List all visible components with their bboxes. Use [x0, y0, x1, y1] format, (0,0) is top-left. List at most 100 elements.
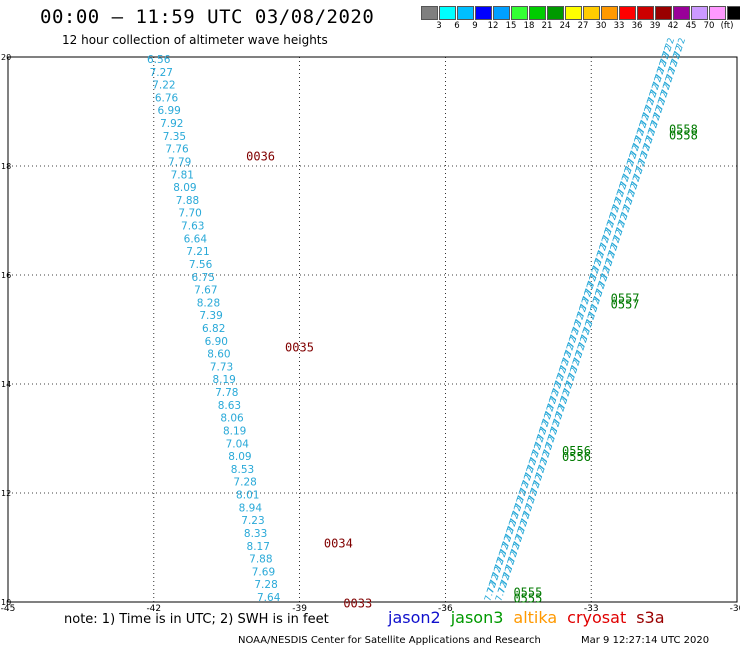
color-scale-label: 70 [703, 21, 715, 31]
swh-value-label: 8.19 [212, 374, 235, 386]
swh-value-label: 7.69 [252, 566, 275, 578]
swh-value-label: 8.28 [197, 297, 220, 309]
time-label: 0557 [611, 291, 640, 305]
satellite-cryosat: cryosat [567, 608, 627, 627]
color-swatch [655, 6, 672, 20]
swh-value-label: 8.63 [218, 400, 241, 412]
west-time-labels: 0036 0035 0034 0033 [246, 150, 372, 611]
color-scale-label: 6 [454, 21, 460, 31]
swh-value-label: 7.88 [176, 195, 199, 207]
swh-value-label: 6.75 [192, 272, 215, 284]
swh-value-label: 6.56 [147, 54, 171, 66]
swh-value-label: 8.09 [228, 451, 251, 463]
swh-value-label: 7.67 [194, 285, 217, 297]
swh-value-label: 7.23 [241, 515, 264, 527]
color-scale-label: 30 [595, 21, 607, 31]
color-swatch [673, 6, 690, 20]
color-scale-label: 18 [523, 21, 535, 31]
color-scale-label: (ft) [720, 21, 734, 31]
lat-tick-label: 14 [1, 380, 11, 389]
color-scale-label: 9 [472, 21, 478, 31]
time-label: 0555 [513, 592, 542, 606]
chart-subtitle: 12 hour collection of altimeter wave hei… [62, 33, 328, 47]
swh-value-label: 8.33 [244, 528, 267, 540]
satellite-s3a: s3a [636, 608, 665, 627]
time-label: 0558 [669, 122, 698, 136]
satellite-jason2: jason2 [388, 608, 441, 627]
swh-value-label: 7.22 [152, 80, 175, 92]
color-scale-label: 24 [559, 21, 571, 31]
color-scale-bar [421, 6, 740, 20]
color-scale-label: 3 [436, 21, 442, 31]
color-swatch [421, 6, 438, 20]
swh-value-label: 8.53 [231, 464, 254, 476]
swh-value-label: 7.28 [233, 477, 256, 489]
swh-value-label: 7.76 [165, 144, 189, 156]
swh-value-label: 6.76 [155, 92, 179, 104]
swh-value-label: 7.35 [163, 131, 186, 143]
color-swatch [547, 6, 564, 20]
swh-value-label: 7.70 [178, 208, 201, 220]
swh-value-label: 7.28 [254, 579, 277, 591]
swh-value-label: 6.90 [205, 336, 228, 348]
footer-note: note: 1) Time is in UTC; 2) SWH is in fe… [64, 612, 329, 627]
swh-value-label: 7.78 [215, 387, 238, 399]
time-label: 0556 [562, 450, 591, 464]
time-label: 0036 [246, 150, 275, 164]
lon-tick-label: -39 [292, 604, 307, 614]
color-scale-label: 42 [667, 21, 679, 31]
swh-value-label: 7.64 [257, 592, 281, 604]
lon-tick-label: -36 [438, 604, 453, 614]
swh-value-label: 7.92 [160, 118, 183, 130]
color-swatch [565, 6, 582, 20]
color-scale-label: 33 [613, 21, 625, 31]
color-scale-label: 45 [685, 21, 697, 31]
color-swatch [601, 6, 618, 20]
color-swatch [691, 6, 708, 20]
color-swatch [457, 6, 474, 20]
color-scale-label: 12 [487, 21, 499, 31]
color-swatch [493, 6, 510, 20]
map-grid [7, 56, 738, 603]
color-scale-label: 39 [649, 21, 661, 31]
lon-tick-label: -45 [1, 604, 16, 614]
swh-value-label: 8.01 [236, 490, 259, 502]
swh-value-label: 8.06 [220, 413, 244, 425]
color-swatch [529, 6, 546, 20]
color-scale-label: 27 [577, 21, 589, 31]
jason2-track-values: 6.567.277.226.766.997.927.357.767.797.81… [147, 54, 281, 604]
swh-value-label: 7.56 [189, 259, 213, 271]
color-swatch [475, 6, 492, 20]
swh-value-label: 6.64 [184, 233, 208, 245]
lat-tick-label: 10 [1, 598, 11, 607]
satellite-legend: jason2 jason3 altika cryosat s3a [388, 608, 675, 627]
lon-tick-label: -30 [730, 604, 740, 614]
swh-value-label: 7.81 [171, 169, 194, 181]
swh-value-label: 7.39 [199, 310, 222, 322]
time-label: 0034 [324, 537, 353, 551]
swh-value-label: 8.60 [207, 349, 230, 361]
time-label: 0555 [513, 586, 542, 600]
lat-tick-label: 18 [1, 162, 11, 171]
color-scale-label: 36 [631, 21, 643, 31]
color-swatch [619, 6, 636, 20]
swh-value-label: 7.04 [226, 438, 250, 450]
lon-tick-label: -33 [584, 604, 599, 614]
color-swatch [727, 6, 740, 20]
color-scale-label: 15 [505, 21, 517, 31]
lat-tick-label: 16 [1, 271, 11, 280]
lat-tick-label: 12 [1, 489, 11, 498]
color-swatch [637, 6, 654, 20]
satellite-jason3: jason3 [450, 608, 504, 627]
swh-value-label: 7.21 [186, 246, 209, 258]
time-label: 0035 [285, 340, 314, 354]
time-label: 0557 [611, 297, 640, 311]
time-label: 0033 [343, 596, 372, 610]
swh-value-label: 6.82 [202, 323, 225, 335]
color-swatch [709, 6, 726, 20]
swh-value-label: 7.63 [181, 221, 204, 233]
swh-value-label: 7.73 [210, 361, 233, 373]
time-label: 0558 [669, 128, 698, 142]
